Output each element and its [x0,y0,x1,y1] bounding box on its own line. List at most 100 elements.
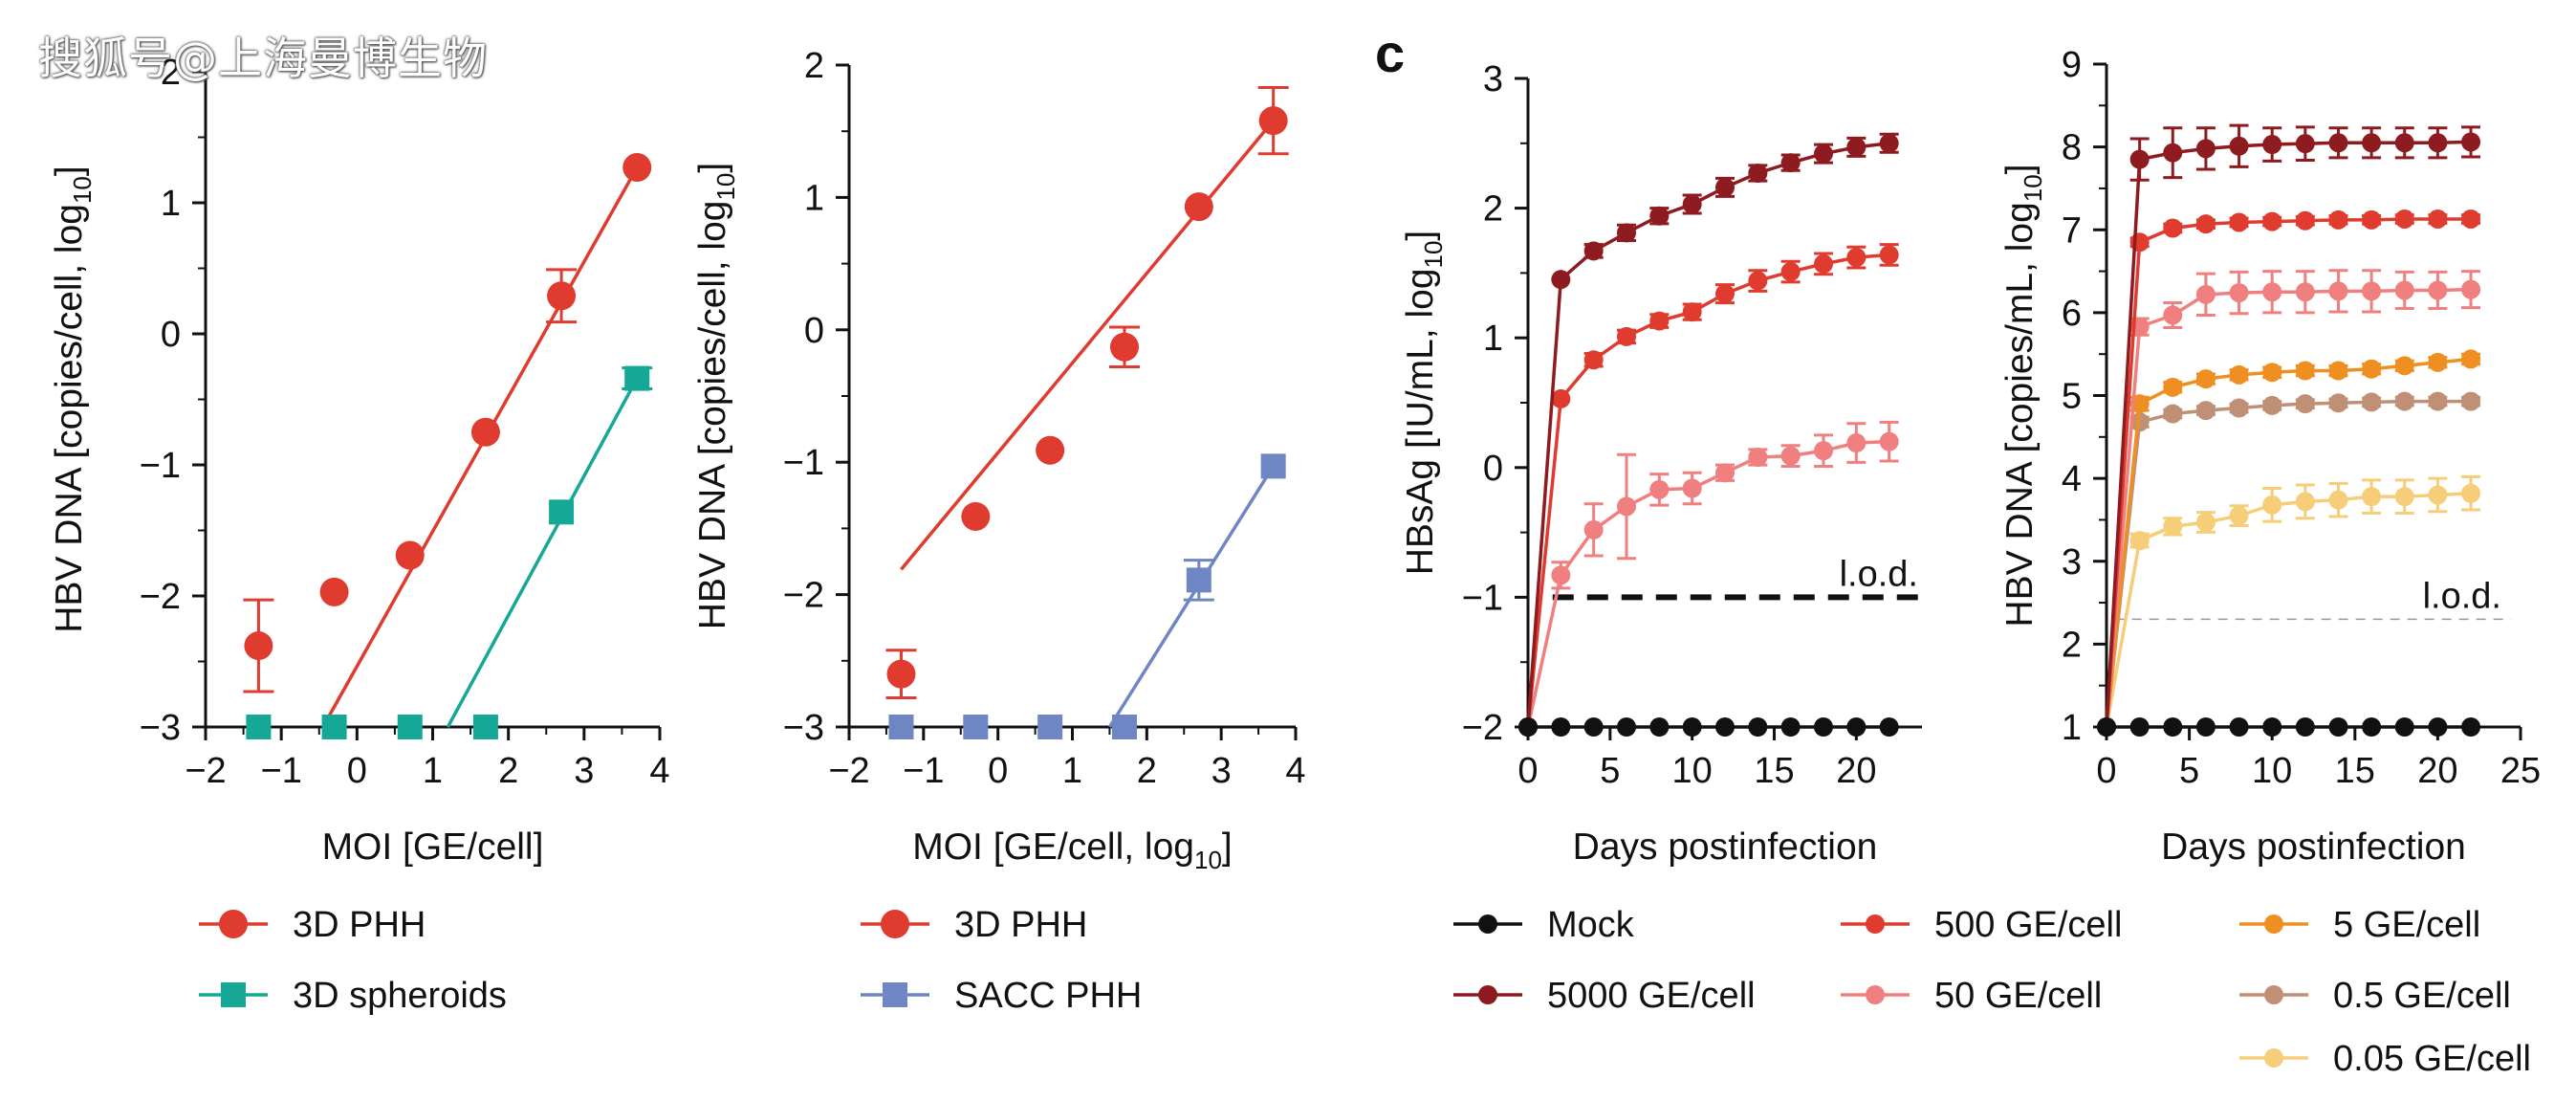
legend-label: 0.5 GE/cell [2333,976,2511,1016]
data-point [2195,284,2216,304]
data-point [1583,350,1604,370]
data-point [1518,717,1538,737]
data-point [2262,282,2282,302]
data-point [2163,517,2183,537]
data-point [1036,435,1065,465]
data-point [1649,717,1670,737]
legend-marker [1478,985,1497,1004]
x-tick-label: 4 [649,751,669,791]
data-point [1617,326,1636,346]
data-point [1682,717,1702,737]
legend-label: 3D PHH [293,905,426,945]
x-tick-label: 4 [1285,751,1305,791]
x-tick-label: 3 [574,751,594,791]
x-tick-label: 0 [988,751,1008,791]
legend-label: 0.05 GE/cell [2333,1039,2531,1079]
data-point [1846,717,1867,737]
data-point [2195,513,2216,533]
data-point [1551,717,1571,737]
x-tick-label: −1 [261,751,302,791]
data-point [1260,453,1286,479]
y-tick-label: 3 [1483,59,1503,99]
data-point [2461,279,2481,299]
series-line [2105,217,2472,728]
data-point [1551,270,1571,290]
data-point [2229,283,2249,303]
lod-label: l.o.d. [2423,576,2501,616]
y-tick-label: −1 [1462,578,1503,618]
x-tick-label: 15 [2335,751,2375,791]
data-point [2394,487,2414,507]
y-tick-label: −1 [140,446,181,486]
data-point [1846,137,1867,157]
y-tick-label: 1 [161,184,181,224]
data-point [2163,218,2183,238]
data-point [1184,192,1213,222]
data-point [624,365,650,391]
fit-line [446,377,639,728]
x-tick-label: 10 [1672,751,1713,791]
legend-marker [2264,1048,2283,1068]
data-point [2362,392,2382,412]
data-point [2362,359,2382,379]
legend-label: Mock [1547,905,1635,945]
y-axis-label: HBV DNA [copies/mL, log10] [1999,164,2047,627]
data-point [2262,495,2282,515]
y-tick-label: 6 [2062,294,2082,334]
data-point [2428,133,2448,153]
data-point [2461,349,2481,369]
data-point [2295,210,2315,231]
y-tick-label: 0 [161,315,181,355]
data-point [961,501,991,531]
x-axis-label: Days postinfection [1573,826,1878,868]
legend-marker [881,910,909,938]
panelC2-chart: 0 5 10 15 20 25 1 2 3 4 5 6 7 8 9 Days postinfection HBV… [1999,45,2541,868]
data-point [963,715,989,739]
legend-label: 500 GE/cell [1934,905,2122,945]
data-point [1879,717,1899,737]
data-point [2461,717,2481,737]
legend-label: 3D spheroids [293,976,507,1016]
y-axis-label: HBV DNA [copies/cell, log10] [49,165,97,632]
series-line [2105,287,2472,728]
legend-label: SACC PHH [954,976,1142,1016]
x-tick-label: 5 [1600,751,1620,791]
y-tick-label: 7 [2062,210,2082,251]
data-point [1814,253,1833,274]
data-point [2461,483,2481,503]
data-point [888,715,914,739]
x-tick-label: 15 [1754,751,1794,791]
series-line [2105,357,2472,728]
data-point [1780,262,1801,282]
fit-line [900,120,1275,571]
data-point [2394,717,2414,737]
x-axis-label: MOI [GE/cell, log10] [912,826,1233,874]
data-point [1814,717,1833,737]
data-point [1111,715,1137,739]
data-point [2295,282,2315,302]
y-tick-label: 1 [1483,319,1503,359]
y-tick-label: −2 [1462,708,1503,748]
data-point [2195,139,2216,159]
x-tick-label: 0 [347,751,367,791]
data-point [2097,717,2116,737]
data-point [1780,153,1801,173]
data-point [1682,478,1702,498]
y-axis-label: HBsAg [IU/mL, log10] [1400,231,1448,576]
data-point [1748,163,1768,183]
data-point [2362,133,2382,153]
data-point [472,715,498,739]
series-line [2105,399,2472,728]
y-tick-label: −3 [140,708,181,748]
data-point [1748,447,1768,467]
series-line [2105,491,2472,728]
x-tick-label: −2 [185,751,226,791]
y-tick-label: −1 [783,443,824,483]
data-point [1814,441,1833,461]
x-tick-label: 2 [1137,751,1157,791]
y-tick-label: 1 [804,178,824,218]
data-point [1617,717,1636,737]
data-point [2129,149,2150,169]
data-point [470,417,500,447]
data-point [2262,363,2282,383]
